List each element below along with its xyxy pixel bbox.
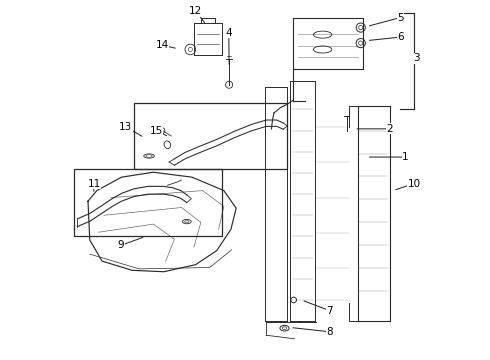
- Text: 12: 12: [189, 6, 202, 16]
- Text: 15: 15: [149, 126, 163, 136]
- Text: 2: 2: [386, 124, 393, 134]
- Text: 1: 1: [402, 152, 409, 162]
- Text: 6: 6: [397, 32, 404, 42]
- Text: 8: 8: [326, 327, 333, 337]
- Text: 3: 3: [413, 53, 419, 63]
- Text: 5: 5: [397, 13, 404, 23]
- Text: 14: 14: [155, 40, 169, 50]
- Text: 11: 11: [87, 179, 100, 189]
- Bar: [134, 103, 287, 169]
- Text: 7: 7: [326, 306, 333, 315]
- Text: 10: 10: [408, 179, 421, 189]
- Text: 4: 4: [226, 27, 232, 37]
- Text: 9: 9: [118, 240, 124, 250]
- Bar: [74, 169, 222, 237]
- Text: 13: 13: [119, 122, 132, 132]
